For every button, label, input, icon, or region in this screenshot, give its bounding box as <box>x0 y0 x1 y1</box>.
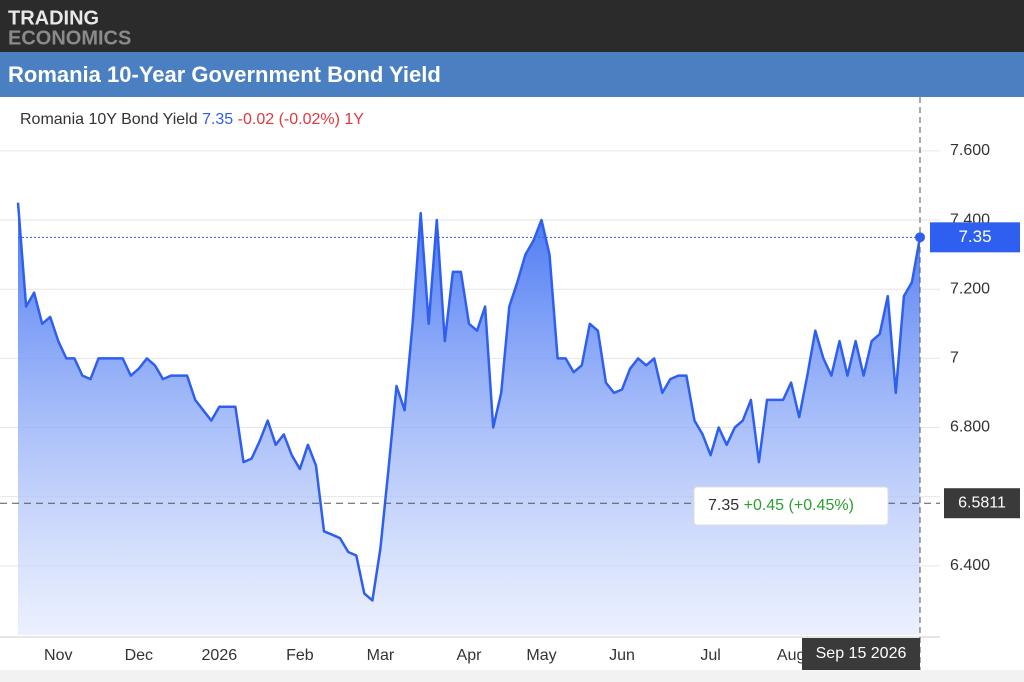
logo-top: TRADING <box>8 7 99 29</box>
title-bar <box>0 52 1024 97</box>
x-tick-label: Mar <box>367 647 395 664</box>
cursor-value: 6.5811 <box>958 494 1006 511</box>
chart-title: Romania 10-Year Government Bond Yield <box>8 62 441 87</box>
cursor-value-box <box>944 488 1020 519</box>
last-value-label: 7.35 <box>958 227 991 246</box>
x-tick-label: Apr <box>457 647 483 664</box>
line <box>16 202 922 602</box>
x-tick-label: May <box>526 647 556 664</box>
date-box <box>802 638 920 670</box>
legend-value: 7.35 <box>202 111 233 128</box>
tooltip-change: +0.45 (+0.45%) <box>744 497 854 514</box>
x-tick-label: Jun <box>609 647 635 664</box>
tooltip: 7.35 +0.45 (+0.45%) <box>708 497 854 514</box>
last-point <box>915 232 925 243</box>
y-tick-label: 7 <box>950 350 959 367</box>
x-tick-label: 2026 <box>202 647 238 664</box>
date-label: Sep 15 2026 <box>816 645 907 662</box>
x-tick-label: Dec <box>125 647 153 664</box>
y-tick-label: 6.800 <box>950 419 990 436</box>
area <box>18 202 920 635</box>
x-tick-label: Aug <box>777 647 805 664</box>
last-value-box <box>930 222 1020 253</box>
y-tick-label: 7.600 <box>950 142 990 159</box>
y-tick-label: 6.400 <box>950 557 990 574</box>
tooltip-value: 7.35 <box>708 497 739 514</box>
x-tick-label: Nov <box>44 647 72 664</box>
x-tick-label: Jul <box>700 647 720 664</box>
tooltip-box <box>693 486 889 526</box>
y-tick-label: 7.200 <box>950 280 990 297</box>
legend-period: 1Y <box>344 111 364 128</box>
legend: Romania 10Y Bond Yield 7.35 -0.02 (-0.02… <box>20 111 364 128</box>
bottom-strip <box>0 670 1024 682</box>
plot: 6.4006.6006.80077.2007.4007.600NovDec202… <box>0 97 1020 670</box>
legend-name: Romania 10Y Bond Yield <box>20 111 198 128</box>
top-bar <box>0 0 1024 52</box>
legend-change: -0.02 (-0.02%) <box>238 111 340 128</box>
x-tick-label: Feb <box>286 647 314 664</box>
logo-bottom: ECONOMICS <box>8 27 131 49</box>
